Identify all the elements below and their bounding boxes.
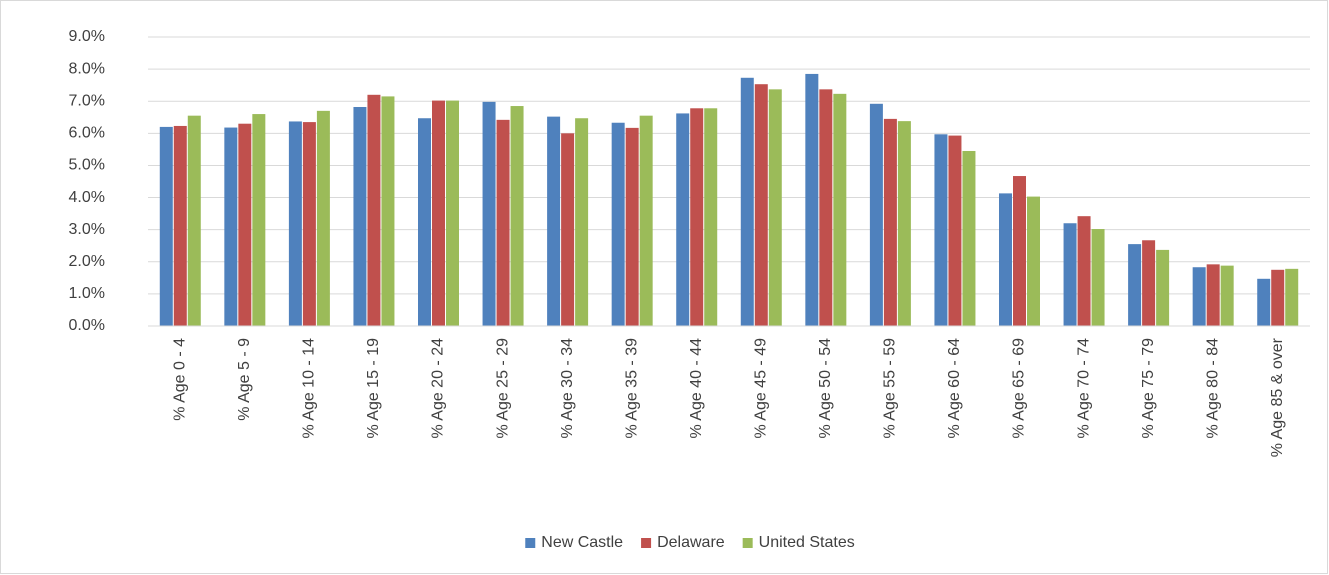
bar — [1128, 244, 1142, 326]
bar — [482, 101, 496, 326]
bar — [316, 110, 330, 326]
bar — [159, 126, 173, 327]
bar — [1156, 249, 1170, 326]
bar — [1077, 216, 1091, 326]
legend-swatch — [742, 538, 753, 548]
bar — [238, 123, 252, 326]
x-tick-label: % Age 70 - 74 — [1075, 338, 1092, 439]
bar — [547, 116, 561, 326]
x-tick-label: % Age 75 - 79 — [1140, 338, 1157, 439]
bar — [1206, 264, 1220, 326]
x-tick-label: % Age 10 - 14 — [301, 338, 318, 439]
bar — [1257, 278, 1271, 326]
legend-label: New Castle — [541, 534, 623, 551]
x-tick-label: % Age 40 - 44 — [688, 338, 705, 439]
y-tick-label: 8.0% — [69, 60, 105, 77]
y-tick-label: 6.0% — [69, 125, 105, 142]
bar — [1013, 176, 1026, 326]
bar — [883, 118, 897, 326]
bar — [224, 127, 238, 326]
bar — [1192, 267, 1206, 326]
y-tick-label: 4.0% — [69, 189, 105, 206]
x-tick-label: % Age 60 - 64 — [946, 338, 963, 439]
bar — [288, 121, 302, 326]
bar — [948, 135, 962, 326]
bar — [381, 96, 395, 327]
y-tick-label: 9.0% — [69, 28, 105, 45]
bar — [805, 73, 819, 326]
bar — [1271, 269, 1285, 326]
bar — [740, 77, 754, 326]
bar — [690, 108, 704, 326]
y-tick-label: 3.0% — [69, 221, 105, 238]
legend-label: Delaware — [657, 534, 725, 551]
y-tick-label: 5.0% — [69, 157, 105, 174]
y-tick-label: 7.0% — [69, 92, 105, 109]
bar — [510, 106, 524, 327]
x-tick-label: % Age 85 & over — [1269, 337, 1286, 457]
bar — [625, 127, 639, 326]
bar — [1220, 265, 1234, 326]
bar — [432, 100, 445, 326]
x-tick-label: % Age 35 - 39 — [623, 338, 640, 439]
bar — [897, 121, 911, 327]
bar — [676, 113, 690, 327]
bar — [1285, 268, 1299, 326]
bar — [187, 115, 201, 326]
y-tick-label: 0.0% — [69, 317, 105, 334]
bar — [833, 93, 847, 326]
bar — [302, 122, 316, 326]
x-tick-label: % Age 0 - 4 — [171, 338, 188, 421]
bar — [575, 118, 589, 326]
legend-swatch — [525, 538, 536, 548]
x-tick-label: % Age 55 - 59 — [882, 338, 899, 439]
x-tick-label: % Age 80 - 84 — [1204, 338, 1221, 439]
bar — [353, 107, 367, 326]
bar — [962, 150, 976, 326]
legend-label: United States — [759, 534, 855, 551]
x-tick-label: % Age 25 - 29 — [494, 338, 511, 439]
y-tick-label: 2.0% — [69, 253, 105, 270]
x-tick-label: % Age 45 - 49 — [752, 338, 769, 439]
legend-swatch — [641, 538, 652, 548]
bar — [934, 134, 948, 326]
bar — [418, 118, 431, 326]
x-tick-label: % Age 65 - 69 — [1011, 338, 1028, 439]
bar — [704, 108, 718, 326]
bar — [639, 115, 653, 326]
bar — [768, 89, 782, 326]
x-tick-label: % Age 5 - 9 — [236, 338, 253, 421]
bar — [173, 125, 187, 326]
bar — [252, 114, 266, 326]
x-tick-label: % Age 20 - 24 — [430, 338, 447, 439]
bar — [367, 94, 381, 326]
bar — [1027, 196, 1040, 326]
bar — [819, 89, 833, 326]
bar — [1142, 240, 1156, 326]
bar — [1063, 223, 1077, 326]
bar — [1091, 229, 1105, 326]
bar — [611, 122, 625, 326]
x-tick-label: % Age 30 - 34 — [559, 338, 576, 439]
bar — [561, 133, 575, 326]
bar — [754, 84, 768, 326]
bar — [999, 193, 1012, 326]
bar — [446, 100, 459, 326]
x-tick-label: % Age 15 - 19 — [365, 338, 382, 439]
bar — [869, 103, 883, 327]
y-tick-label: 1.0% — [69, 285, 105, 302]
bar — [496, 119, 510, 326]
x-tick-label: % Age 50 - 54 — [817, 338, 834, 439]
